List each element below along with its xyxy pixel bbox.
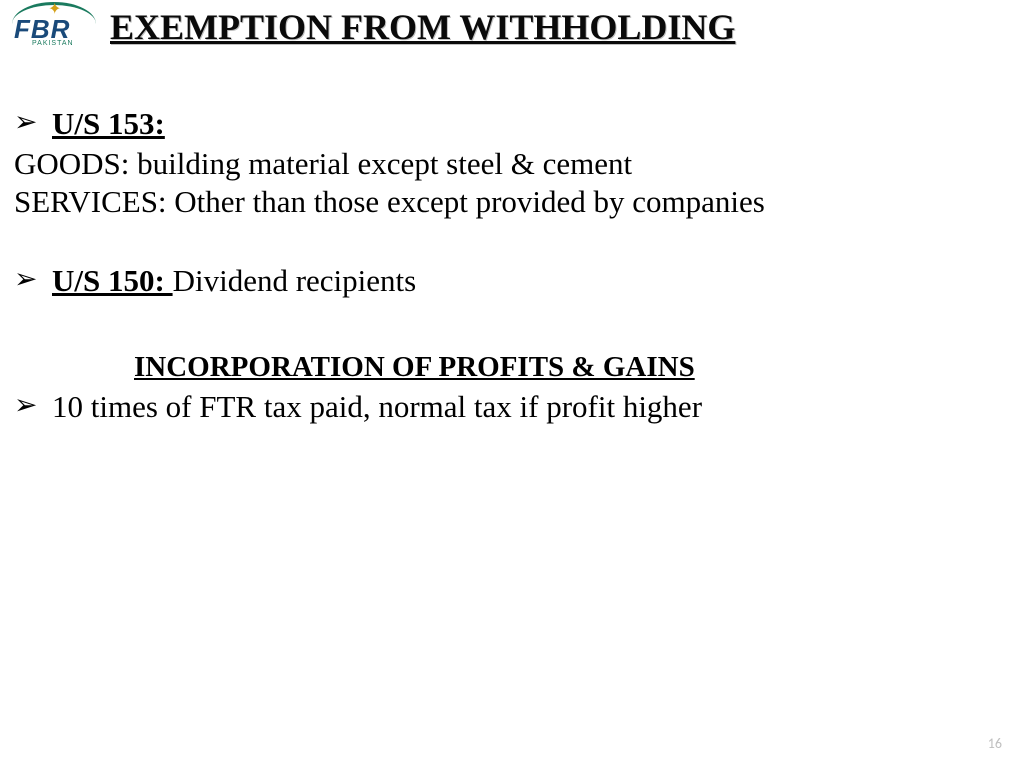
section-us150: ➢ U/S 150: Dividend recipients [14, 262, 1004, 300]
section-text: Dividend recipients [173, 263, 417, 298]
bullet-arrow-icon: ➢ [14, 105, 40, 139]
bullet-item: ➢ U/S 153: [14, 105, 1004, 143]
fbr-logo: ✦ FBR PAKISTAN [4, 2, 104, 47]
slide-content: ➢ U/S 153: GOODS: building material exce… [14, 105, 1004, 427]
bullet-arrow-icon: ➢ [14, 388, 40, 422]
body-text: GOODS: building material except steel & … [14, 145, 1004, 183]
bullet-arrow-icon: ➢ [14, 262, 40, 296]
page-title: EXEMPTION FROM WITHHOLDING [110, 6, 735, 48]
page-number: 16 [988, 735, 1002, 752]
bullet-content: U/S 150: Dividend recipients [52, 262, 416, 300]
logo-subtext: PAKISTAN [32, 40, 74, 47]
section-label: U/S 153: [52, 105, 165, 143]
bullet-item: ➢ 10 times of FTR tax paid, normal tax i… [14, 388, 1004, 426]
sub-heading: INCORPORATION OF PROFITS & GAINS [134, 350, 1004, 385]
section-text: 10 times of FTR tax paid, normal tax if … [52, 388, 702, 426]
bullet-item: ➢ U/S 150: Dividend recipients [14, 262, 1004, 300]
section-label: U/S 150: [52, 263, 173, 298]
bullet-content: 10 times of FTR tax paid, normal tax if … [52, 388, 702, 426]
section-us153: ➢ U/S 153: GOODS: building material exce… [14, 105, 1004, 220]
body-text: SERVICES: Other than those except provid… [14, 183, 1004, 221]
section-incorporation: ➢ 10 times of FTR tax paid, normal tax i… [14, 388, 1004, 426]
